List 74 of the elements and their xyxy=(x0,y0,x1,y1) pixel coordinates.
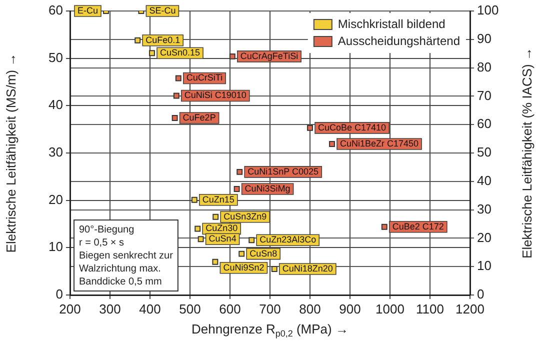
annotation: CuSn4 xyxy=(208,234,236,244)
annotation: CuZn15 xyxy=(202,194,234,204)
point xyxy=(234,186,240,192)
point xyxy=(149,50,155,56)
point xyxy=(212,214,219,220)
y-tick-label: 60 xyxy=(48,2,63,18)
point xyxy=(238,250,245,257)
y2-axis-title: Elektrische Leitfähigkeit (% IACS) → xyxy=(520,48,535,258)
x-tick-label: 400 xyxy=(139,301,161,316)
annotation: CuNi1BeZr C17450 xyxy=(340,138,419,148)
annotation: CuCrAgFeTiSi xyxy=(240,50,298,61)
y2-tick-label: 60 xyxy=(477,116,492,132)
y2-tick-label: 30 xyxy=(477,201,492,216)
annotation: CuNi9Sn2 xyxy=(223,262,264,272)
annotation: CuSn8 xyxy=(250,248,278,258)
point xyxy=(175,75,182,82)
point xyxy=(236,168,243,175)
y2-tick-label: 70 xyxy=(477,88,492,103)
annotation: E-Cu xyxy=(77,5,98,16)
annotation: CuFe2P xyxy=(182,112,216,122)
x-tick-label: 1000 xyxy=(376,301,404,316)
point xyxy=(229,53,236,60)
x-tick-label: 500 xyxy=(179,301,201,316)
y2-tick-label: 20 xyxy=(477,230,492,245)
point xyxy=(194,226,201,232)
y2-tick-label: 90 xyxy=(477,30,492,46)
annotation: CuFe0.1 xyxy=(146,34,180,45)
y-tick-label: 30 xyxy=(48,144,63,160)
y2-tick-label: 10 xyxy=(477,258,492,274)
x-tick-label: 1100 xyxy=(416,301,444,316)
annotation: CuZn30 xyxy=(206,223,238,234)
annotation: CuNi18Zn20 xyxy=(282,263,333,274)
annotation: 90°-Biegung r = 0,5 × s Biegen senkrecht zur Walzrichtung max. Banddicke 0,5 mm xyxy=(79,224,174,288)
annotation: CuNiSi C19010 xyxy=(184,90,246,100)
y2-tick-label: 0 xyxy=(477,286,484,302)
x-tick-label: 200 xyxy=(59,301,81,316)
x-tick-label: 900 xyxy=(339,301,361,316)
point xyxy=(271,266,278,272)
point xyxy=(329,141,335,147)
point xyxy=(134,37,141,44)
point xyxy=(307,124,313,131)
y-axis-title: Elektrische Leitfähigkeit (MS/m) → xyxy=(4,53,19,253)
annotation: SE-Cu xyxy=(149,5,176,16)
y-tick-label: 0 xyxy=(56,286,63,302)
annotation: CuSn3Zn9 xyxy=(224,211,267,222)
point xyxy=(198,236,204,242)
y-tick-label: 20 xyxy=(48,192,63,207)
x-tick-label: 800 xyxy=(299,301,321,316)
x-tick-label: 700 xyxy=(259,301,281,316)
y2-tick-label: 50 xyxy=(477,144,492,160)
x-tick-label: 1200 xyxy=(456,301,484,316)
legend-label: Mischkristall bildend xyxy=(338,16,446,31)
annotation: CuNi3SiMg xyxy=(244,183,290,194)
annotation: CuCoBe C17410 xyxy=(318,122,386,132)
annotation: CuZn23Al3Co xyxy=(260,234,316,245)
y-tick-label: 50 xyxy=(48,50,63,65)
annotation: CuSn0.15 xyxy=(160,48,200,58)
point xyxy=(381,224,388,230)
point xyxy=(191,196,198,203)
legend-label: Ausscheidungshärtend xyxy=(338,34,460,48)
x-tick-label: 300 xyxy=(99,301,121,316)
point xyxy=(172,115,178,121)
y2-tick-label: 40 xyxy=(477,172,492,188)
x-tick-label: 600 xyxy=(219,301,241,316)
annotation: CuBe2 C172 xyxy=(392,221,444,232)
point xyxy=(212,258,218,265)
point xyxy=(248,237,255,244)
annotation: CuNi1SnP C0025 xyxy=(248,166,318,176)
y2-tick-label: 80 xyxy=(477,59,492,74)
point xyxy=(173,92,180,99)
y-tick-label: 40 xyxy=(48,97,63,112)
y2-tick-label: 100 xyxy=(477,2,499,18)
annotation: CuCrSiTi xyxy=(186,72,223,83)
y-tick-label: 10 xyxy=(48,239,63,254)
